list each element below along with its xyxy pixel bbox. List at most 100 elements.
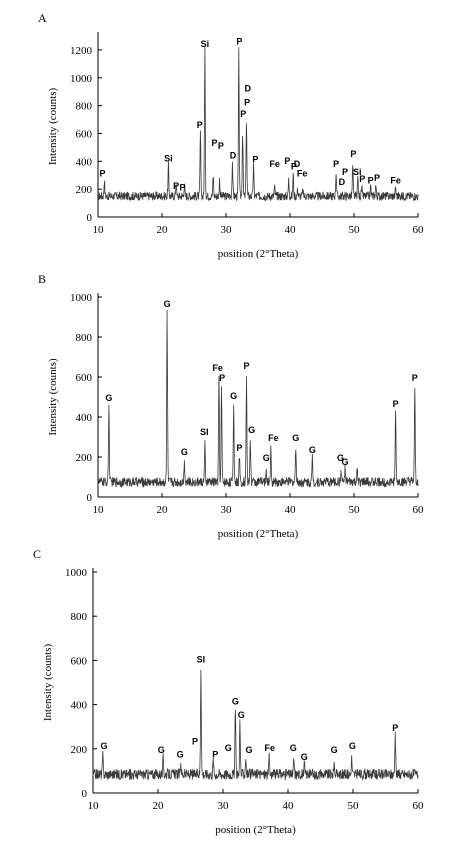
peak-label: Fe xyxy=(297,169,308,179)
x-tick-label: 20 xyxy=(157,504,169,516)
peak-label: P xyxy=(374,173,380,183)
peak-label: G xyxy=(230,391,237,401)
peak-label: Si xyxy=(164,153,173,163)
peak-label: D xyxy=(245,84,252,94)
x-tick-label: 10 xyxy=(88,800,100,812)
y-tick-label: 600 xyxy=(76,128,93,140)
peak-label: G xyxy=(290,743,297,753)
x-tick-label: 10 xyxy=(93,224,105,236)
peak-label: G xyxy=(337,453,344,463)
peak-label: P xyxy=(211,138,217,148)
y-tick-label: 400 xyxy=(76,156,93,168)
xrd-pattern-line xyxy=(97,45,419,202)
x-tick-label: 60 xyxy=(413,800,425,812)
peak-label: Fe xyxy=(390,176,401,186)
x-tick-label: 30 xyxy=(218,800,230,812)
peak-label: Fe xyxy=(268,433,279,443)
peak-label: Si xyxy=(201,39,210,49)
y-axis-title: Intensity (counts) xyxy=(42,644,54,722)
peak-label: P xyxy=(99,169,105,179)
x-tick-label: 30 xyxy=(221,504,233,516)
peak-label: G xyxy=(301,752,308,762)
y-tick-label: 1200 xyxy=(70,45,93,57)
peak-label: SI xyxy=(200,427,209,437)
y-tick-label: 800 xyxy=(71,611,88,623)
x-tick-label: 60 xyxy=(413,504,425,516)
peak-label: P xyxy=(244,98,250,108)
peak-label: P xyxy=(212,750,218,760)
peak-label: P xyxy=(393,399,399,409)
x-tick-label: 50 xyxy=(348,800,360,812)
peak-label: P xyxy=(350,149,356,159)
y-tick-label: 200 xyxy=(71,744,88,756)
peak-label: P xyxy=(368,176,374,186)
y-tick-label: 1000 xyxy=(70,73,93,85)
peak-label: G xyxy=(238,710,245,720)
peak-label: G xyxy=(292,433,299,443)
peak-label: P xyxy=(342,167,348,177)
peak-label: G xyxy=(245,745,252,755)
peak-label: P xyxy=(243,361,249,371)
panel-label: A xyxy=(38,11,47,25)
x-tick-label: 10 xyxy=(93,504,105,516)
y-tick-label: 200 xyxy=(76,452,93,464)
peak-label: P xyxy=(179,183,185,193)
peak-label: G xyxy=(232,697,239,707)
x-axis-title: position (2°Theta) xyxy=(218,248,299,260)
x-tick-label: 40 xyxy=(283,800,295,812)
y-tick-label: 600 xyxy=(71,655,88,667)
x-axis-title: position (2°Theta) xyxy=(215,824,296,836)
peak-label: G xyxy=(263,453,270,463)
y-tick-label: 400 xyxy=(76,412,93,424)
y-tick-label: 600 xyxy=(76,372,93,384)
x-tick-label: 20 xyxy=(153,800,165,812)
chart-panel-a: A10 20 30 40 50 60020040060080010001200positi… xyxy=(38,11,424,260)
peak-label: P xyxy=(392,723,398,733)
y-tick-label: 400 xyxy=(71,700,88,712)
y-tick-label: 1000 xyxy=(65,567,88,579)
peak-label: P xyxy=(284,156,290,166)
peak-label: P xyxy=(173,181,179,191)
peak-label: G xyxy=(248,425,255,435)
peak-label: G xyxy=(177,750,184,760)
y-axis-title: Intensity (counts) xyxy=(47,88,59,166)
x-tick-label: 20 xyxy=(157,224,169,236)
y-tick-label: 800 xyxy=(76,101,93,113)
peak-label: G xyxy=(349,741,356,751)
x-tick-label: 40 xyxy=(285,504,297,516)
peak-label: P xyxy=(192,736,198,746)
peak-label: Fe xyxy=(212,363,223,373)
y-tick-label: 0 xyxy=(87,492,93,504)
peak-label: G xyxy=(181,447,188,457)
peak-label: D xyxy=(230,151,237,161)
y-tick-label: 0 xyxy=(82,788,88,800)
peak-label: D xyxy=(294,159,301,169)
peak-label: P xyxy=(359,174,365,184)
peak-label: P xyxy=(197,120,203,130)
peak-label: P xyxy=(333,159,339,169)
peak-label: G xyxy=(342,457,349,467)
x-axis-title: position (2°Theta) xyxy=(218,528,299,540)
peak-label: SI xyxy=(197,655,206,665)
y-tick-label: 1000 xyxy=(70,292,93,304)
panel-label: C xyxy=(33,547,41,561)
peak-label: G xyxy=(331,745,338,755)
peak-label: G xyxy=(225,743,232,753)
x-tick-label: 50 xyxy=(349,224,361,236)
peak-label: G xyxy=(158,745,165,755)
peak-label: P xyxy=(291,162,297,172)
panel-label: B xyxy=(38,272,46,286)
y-tick-label: 800 xyxy=(76,332,93,344)
peak-label: P xyxy=(236,443,242,453)
y-axis-title: Intensity (counts) xyxy=(47,358,59,436)
y-tick-label: 200 xyxy=(76,184,93,196)
peak-label: P xyxy=(240,109,246,119)
x-tick-label: 50 xyxy=(349,504,361,516)
xrd-pattern-line xyxy=(92,669,419,781)
peak-label: P xyxy=(219,373,225,383)
x-tick-label: 30 xyxy=(221,224,233,236)
peak-label: G xyxy=(101,741,108,751)
y-tick-label: 0 xyxy=(87,212,93,224)
